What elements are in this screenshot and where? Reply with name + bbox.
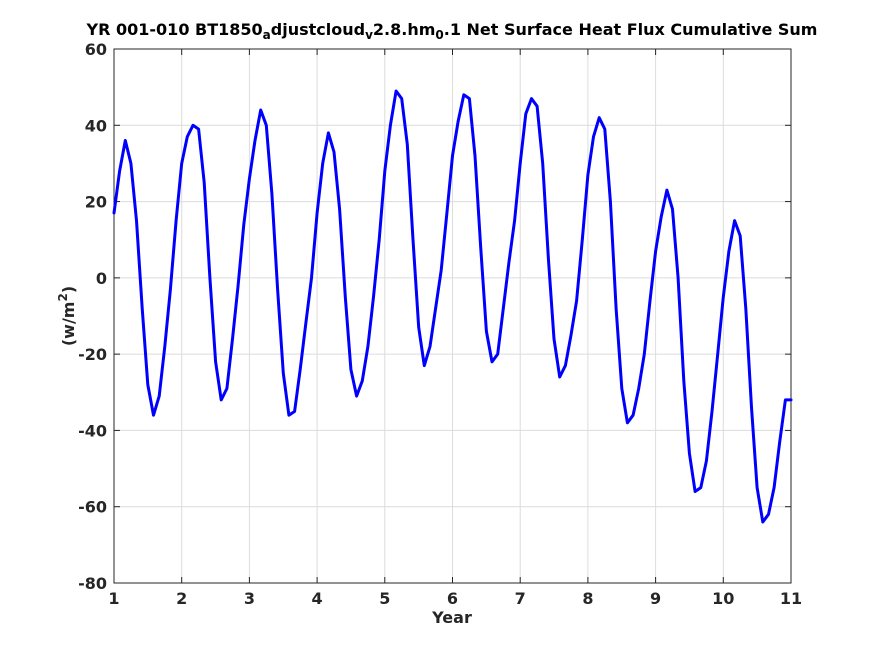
grid [113,48,792,584]
x-tick-label: 10 [712,589,734,608]
y-tick-label: -80 [78,574,107,593]
y-tick-label: -40 [78,421,107,440]
y-axis-label: (w/m2) [56,286,78,346]
x-tick-label: 7 [515,589,526,608]
y-tick-label: 40 [85,116,107,135]
x-axis-label: Year [431,608,472,627]
y-tick-label: -20 [78,345,107,364]
chart-title: YR 001-010 BT1850adjustcloudv2.8.hm0.1 N… [86,20,818,42]
x-tick-label: 4 [312,589,323,608]
series-layer [112,89,793,524]
x-tick-label: 3 [244,589,255,608]
x-tick-label: 1 [108,589,119,608]
x-tick-label: 2 [176,589,187,608]
y-tick-label: -60 [78,498,107,517]
x-tick-label: 9 [650,589,661,608]
y-tick-label: 60 [85,40,107,59]
x-tick-label: 5 [379,589,390,608]
x-tick-label: 8 [582,589,593,608]
x-tick-label: 6 [447,589,458,608]
x-tick-label: 11 [780,589,802,608]
series-line [112,89,793,524]
y-tick-label: 20 [85,193,107,212]
y-tick-label: 0 [96,269,107,288]
axis-ticks: 1 2 3 4 5 6 7 8 9 10 11 -80 -60 -40 -20 0 20 40 60 [78,40,802,608]
